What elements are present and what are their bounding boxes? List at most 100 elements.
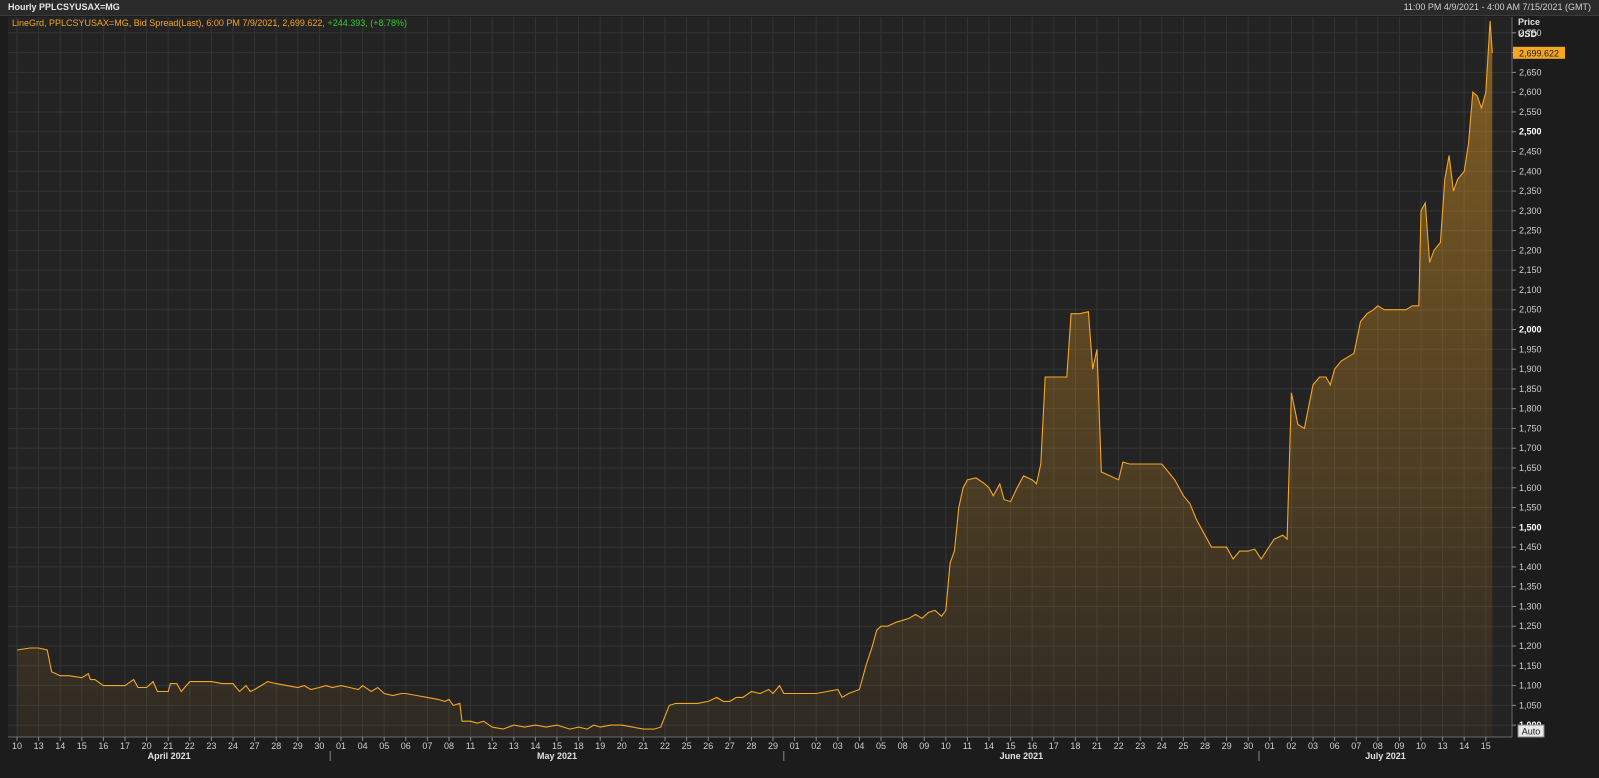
month-label: June 2021 <box>1000 751 1044 761</box>
x-tick-label: 10 <box>941 741 951 751</box>
x-tick-label: 29 <box>768 741 778 751</box>
x-tick-label: 21 <box>1092 741 1102 751</box>
x-tick-label: 11 <box>466 741 475 751</box>
y-tick-label: 2,350 <box>1519 186 1542 196</box>
x-tick-label: 13 <box>509 741 519 751</box>
auto-scale-button[interactable]: Auto <box>1517 724 1545 738</box>
x-tick-label: 08 <box>898 741 908 751</box>
y-tick-label: 1,800 <box>1519 404 1542 414</box>
x-tick-label: 26 <box>703 741 713 751</box>
y-tick-label: 1,150 <box>1519 661 1542 671</box>
x-tick-label: 06 <box>1330 741 1340 751</box>
y-tick-label: 2,600 <box>1519 87 1542 97</box>
x-tick-label: 05 <box>876 741 886 751</box>
x-tick-label: 23 <box>1135 741 1145 751</box>
y-tick-label: 1,550 <box>1519 503 1542 513</box>
x-tick-label: 18 <box>1070 741 1080 751</box>
x-tick-label: 17 <box>120 741 130 751</box>
x-axis-ticks: 10 13 14 15 16 17 20 21 22 23 24 27 28 29 30 01 04 05 06 07… <box>12 737 1491 751</box>
x-tick-label: 14 <box>1459 741 1469 751</box>
x-tick-label: 13 <box>1438 741 1448 751</box>
x-tick-label: 27 <box>725 741 735 751</box>
x-tick-label: 23 <box>206 741 216 751</box>
x-tick-label: 22 <box>660 741 670 751</box>
y-tick-label: 2,100 <box>1519 285 1542 295</box>
y-tick-label: 2,500 <box>1519 127 1542 137</box>
x-tick-label: 29 <box>293 741 303 751</box>
x-tick-label: 09 <box>919 741 929 751</box>
series-line[interactable] <box>16 20 1493 730</box>
y-axis-title-price: Price <box>1518 17 1540 27</box>
x-tick-label: 28 <box>271 741 281 751</box>
legend-change: +244.393, (+8.78%) <box>327 18 407 28</box>
x-tick-label: 28 <box>746 741 756 751</box>
x-tick-label: 06 <box>401 741 411 751</box>
y-tick-label: 1,450 <box>1519 542 1542 552</box>
y-tick-label: 1,700 <box>1519 443 1542 453</box>
x-tick-label: 24 <box>1157 741 1167 751</box>
auto-button-label: Auto <box>1522 727 1541 737</box>
last-price-label: 2,699.622 <box>1519 48 1559 58</box>
legend-text: LineGrd, PPLCSYUSAX=MG, Bid Spread(Last)… <box>12 18 407 28</box>
x-tick-label: 15 <box>552 741 562 751</box>
series-area-fill <box>17 21 1493 737</box>
y-tick-label: 2,550 <box>1519 107 1542 117</box>
x-tick-label: 04 <box>854 741 864 751</box>
y-tick-label: 1,050 <box>1519 700 1542 710</box>
y-axis-ticks: 1,0001,0501,1001,1501,2001,2501,3001,350… <box>1512 28 1542 730</box>
date-range-label: 11:00 PM 4/9/2021 - 4:00 AM 7/15/2021 (G… <box>1403 2 1591 12</box>
x-tick-label: 30 <box>1243 741 1253 751</box>
month-labels: April 2021 May 2021 June 2021 July 2021 <box>148 751 1406 761</box>
x-tick-label: 24 <box>228 741 238 751</box>
x-tick-label: 22 <box>1114 741 1124 751</box>
month-label: July 2021 <box>1365 751 1406 761</box>
x-tick-label: 01 <box>1265 741 1275 751</box>
x-tick-label: 19 <box>595 741 605 751</box>
x-tick-label: 11 <box>963 741 972 751</box>
x-tick-label: 21 <box>163 741 173 751</box>
x-tick-label: 08 <box>1373 741 1383 751</box>
chart-window-title: Hourly PPLCSYUSAX=MG <box>8 2 120 12</box>
x-tick-label: 22 <box>185 741 195 751</box>
x-tick-label: 17 <box>1049 741 1059 751</box>
x-tick-label: 12 <box>487 741 497 751</box>
y-tick-label: 1,100 <box>1519 681 1542 691</box>
x-tick-label: 02 <box>811 741 821 751</box>
x-tick-label: 03 <box>1308 741 1318 751</box>
y-tick-label: 2,300 <box>1519 206 1542 216</box>
y-tick-label: 1,900 <box>1519 364 1542 374</box>
y-tick-label: 1,250 <box>1519 621 1542 631</box>
y-tick-label: 2,750 <box>1519 28 1542 38</box>
y-tick-label: 1,600 <box>1519 483 1542 493</box>
y-tick-label: 2,250 <box>1519 226 1542 236</box>
x-tick-label: 30 <box>314 741 324 751</box>
x-tick-label: 18 <box>574 741 584 751</box>
x-tick-label: 20 <box>142 741 152 751</box>
x-tick-label: 10 <box>12 741 22 751</box>
x-tick-label: 14 <box>984 741 994 751</box>
y-tick-label: 1,650 <box>1519 463 1542 473</box>
legend-prefix: LineGrd, PPLCSYUSAX=MG, Bid Spread(Last)… <box>12 18 327 28</box>
y-tick-label: 2,050 <box>1519 305 1542 315</box>
month-label: May 2021 <box>537 751 577 761</box>
y-axis-title-currency: USD <box>1518 29 1538 39</box>
x-tick-label: 27 <box>250 741 260 751</box>
y-tick-label: 2,450 <box>1519 147 1542 157</box>
x-tick-label: 15 <box>1006 741 1016 751</box>
y-tick-label: 1,950 <box>1519 344 1542 354</box>
x-tick-label: 15 <box>77 741 87 751</box>
x-tick-label: 05 <box>379 741 389 751</box>
x-tick-label: 21 <box>638 741 648 751</box>
x-tick-label: 14 <box>530 741 540 751</box>
y-tick-label: 1,850 <box>1519 384 1542 394</box>
x-tick-label: 25 <box>1178 741 1188 751</box>
y-tick-label: 1,200 <box>1519 641 1542 651</box>
x-tick-label: 16 <box>98 741 108 751</box>
x-tick-label: 09 <box>1394 741 1404 751</box>
x-tick-label: 16 <box>1027 741 1037 751</box>
y-tick-label: 1,750 <box>1519 423 1542 433</box>
window-header: Hourly PPLCSYUSAX=MG 11:00 PM 4/9/2021 -… <box>0 0 1599 16</box>
last-price-badge: 2,699.622 <box>1513 46 1565 59</box>
y-tick-label: 1,400 <box>1519 562 1542 572</box>
